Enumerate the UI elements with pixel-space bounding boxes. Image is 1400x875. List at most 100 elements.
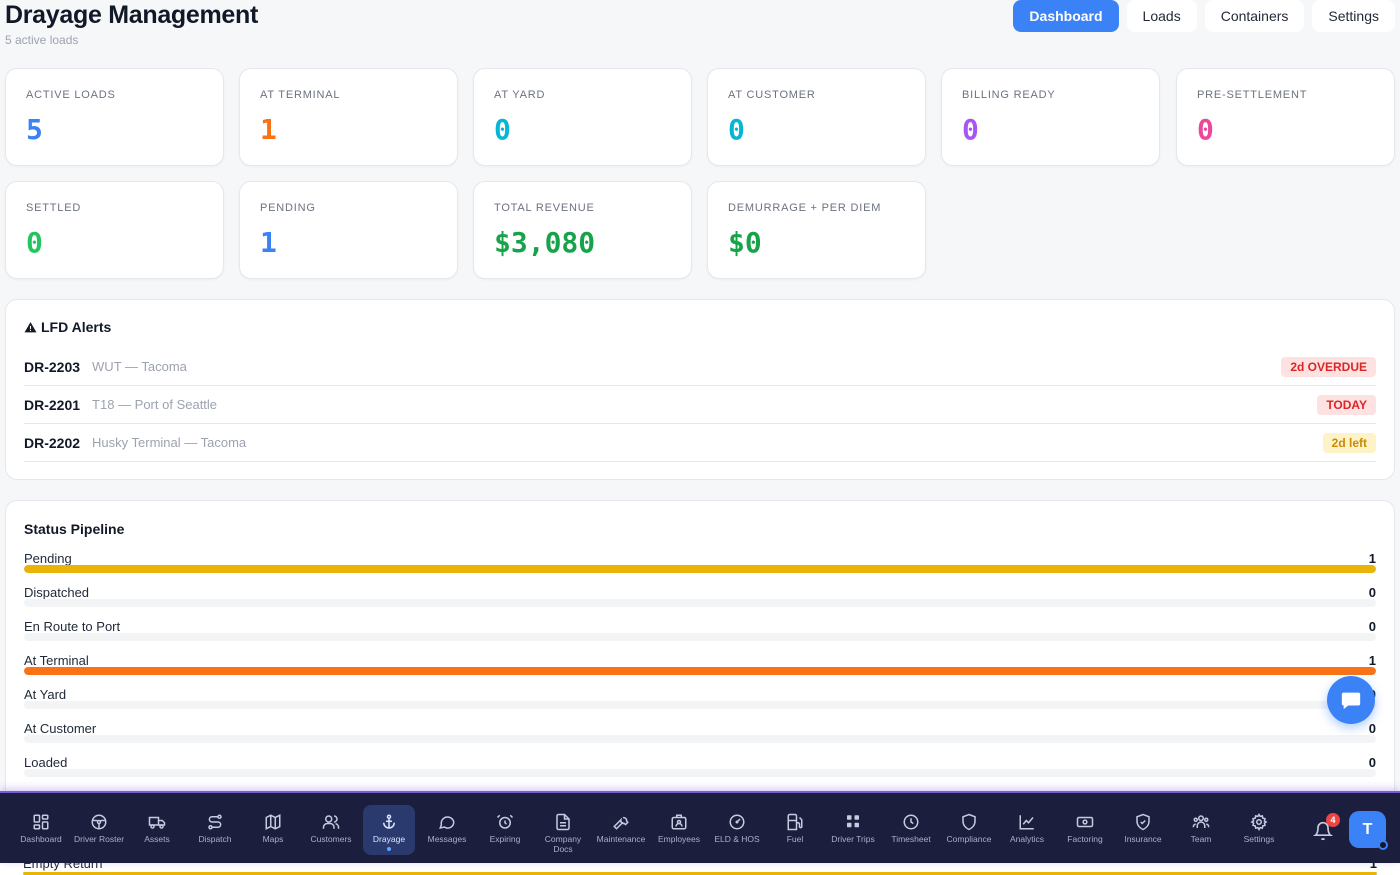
nav-item-maps[interactable]: Maps (247, 805, 299, 855)
alert-location: Husky Terminal — Tacoma (92, 435, 247, 450)
nav-item-settings[interactable]: Settings (1233, 805, 1285, 855)
stat-value: 0 (962, 113, 979, 146)
stat-label: DEMURRAGE + PER DIEM (728, 202, 882, 214)
stat-label: ACTIVE LOADS (26, 89, 116, 101)
stat-card-total-revenue: TOTAL REVENUE $3,080 (473, 181, 692, 279)
nav-item-assets[interactable]: Assets (131, 805, 183, 855)
stat-label: PENDING (260, 202, 316, 214)
nav-item-team[interactable]: Team (1175, 805, 1227, 855)
line-chart-icon (1019, 815, 1034, 830)
notifications-button[interactable]: 4 (1308, 813, 1340, 845)
document-icon (556, 813, 570, 831)
nav-item-eld-hos[interactable]: ELD & HOS (711, 805, 763, 855)
pipeline-count: 1 (1368, 551, 1376, 566)
pipeline-label: At Customer (24, 721, 97, 736)
team-icon (1192, 815, 1210, 828)
nav-item-expiring[interactable]: Expiring (479, 805, 531, 855)
stat-card-at-yard: AT YARD 0 (473, 68, 692, 166)
nav-item-dashboard[interactable]: Dashboard (15, 805, 67, 855)
tab-containers[interactable]: Containers (1204, 0, 1305, 32)
nav-item-factoring[interactable]: Factoring (1059, 805, 1111, 855)
pipeline-row-at-terminal: At Terminal 1 (24, 653, 1376, 687)
pipeline-bar-track (24, 667, 1376, 675)
nav-item-driver-roster[interactable]: Driver Roster (73, 805, 125, 855)
nav-item-driver-trips[interactable]: Driver Trips (827, 805, 879, 855)
nav-label: Insurance (1124, 834, 1162, 844)
pipeline-row-at-yard: At Yard 0 (24, 687, 1376, 721)
page-subtitle: 5 active loads (5, 33, 79, 47)
pipeline-count: 1 (1368, 653, 1376, 668)
pipeline-bar-track (24, 701, 1376, 709)
pipeline-bar-track (24, 599, 1376, 607)
tab-settings[interactable]: Settings (1312, 0, 1395, 32)
pipeline-count: 0 (1368, 721, 1376, 736)
grid-icon (847, 815, 859, 828)
nav-label: Customers (310, 834, 352, 844)
gauge-icon (729, 814, 745, 830)
pipeline-bar-track (24, 565, 1376, 573)
nav-item-compliance[interactable]: Compliance (943, 805, 995, 855)
pipeline-bar-fill (24, 565, 1376, 573)
pipeline-label: En Route to Port (24, 619, 121, 634)
pipeline-row-dispatched: Dispatched 0 (24, 585, 1376, 619)
nav-item-messages[interactable]: Messages (421, 805, 473, 855)
nav-item-fuel[interactable]: Fuel (769, 805, 821, 855)
pipeline-row-at-customer: At Customer 0 (24, 721, 1376, 755)
stat-card-at-terminal: AT TERMINAL 1 (239, 68, 458, 166)
nav-label: ELD & HOS (714, 834, 760, 844)
nav-item-maintenance[interactable]: Maintenance (595, 805, 647, 855)
pipeline-label: At Terminal (24, 653, 89, 668)
alert-row[interactable]: DR-2203 WUT — Tacoma 2d OVERDUE (24, 348, 1376, 386)
alert-row[interactable]: DR-2201 T18 — Port of Seattle TODAY (24, 386, 1376, 424)
nav-item-dispatch[interactable]: Dispatch (189, 805, 241, 855)
status-indicator (1378, 840, 1388, 850)
lfd-alerts-panel: LFD Alerts DR-2203 WUT — Tacoma 2d OVERD… (5, 299, 1395, 480)
nav-label: Assets (144, 834, 170, 844)
nav-label: Timesheet (891, 834, 931, 844)
pipeline-label: At Yard (24, 687, 67, 702)
stat-value: $0 (728, 226, 762, 259)
active-indicator (387, 846, 391, 851)
pipeline-bar-track (24, 769, 1376, 777)
stat-value: 0 (1197, 113, 1214, 146)
chat-button[interactable] (1327, 676, 1375, 724)
notification-count-badge: 4 (1326, 813, 1340, 827)
pipeline-row-empty-return: Empty Return 1 (0, 856, 1400, 875)
tab-loads[interactable]: Loads (1126, 0, 1197, 32)
nav-label: Driver Roster (73, 834, 125, 844)
pipeline-count: 0 (1368, 619, 1376, 634)
nav-item-drayage[interactable]: Drayage (363, 805, 415, 855)
stat-value: 0 (494, 113, 511, 146)
avatar[interactable]: T (1349, 811, 1388, 850)
id-badge-icon (671, 814, 687, 830)
lfd-alerts-title: LFD Alerts (24, 319, 111, 335)
nav-item-analytics[interactable]: Analytics (1001, 805, 1053, 855)
clock-icon (903, 814, 919, 830)
stat-card-pending: PENDING 1 (239, 181, 458, 279)
tab-dashboard[interactable]: Dashboard (1013, 0, 1119, 32)
stat-card-demurrage: DEMURRAGE + PER DIEM $0 (707, 181, 926, 279)
stat-label: BILLING READY (962, 89, 1056, 101)
panel-title-text: LFD Alerts (41, 319, 112, 335)
nav-item-employees[interactable]: Employees (653, 805, 705, 855)
nav-item-insurance[interactable]: Insurance (1117, 805, 1169, 855)
dashboard-icon (33, 814, 49, 830)
alert-badge: TODAY (1317, 395, 1376, 415)
nav-label: Maintenance (596, 834, 646, 844)
nav-item-company-docs[interactable]: Company Docs (537, 805, 589, 855)
alert-badge: 2d OVERDUE (1281, 357, 1376, 377)
stat-label: SETTLED (26, 202, 82, 214)
shield-check-icon (1136, 813, 1150, 831)
pipeline-label: Pending (24, 551, 72, 566)
nav-label: Factoring (1067, 834, 1103, 844)
nav-label: Dispatch (198, 834, 232, 844)
nav-item-customers[interactable]: Customers (305, 805, 357, 855)
alert-row[interactable]: DR-2202 Husky Terminal — Tacoma 2d left (24, 424, 1376, 462)
alert-location: T18 — Port of Seattle (92, 397, 218, 412)
nav-item-timesheet[interactable]: Timesheet (885, 805, 937, 855)
bell-icon (1313, 821, 1333, 841)
pipeline-count: 1 (1369, 856, 1377, 871)
stat-value: $3,080 (494, 226, 596, 259)
chat-bubble-icon (1341, 692, 1361, 710)
stat-label: AT CUSTOMER (728, 89, 816, 101)
